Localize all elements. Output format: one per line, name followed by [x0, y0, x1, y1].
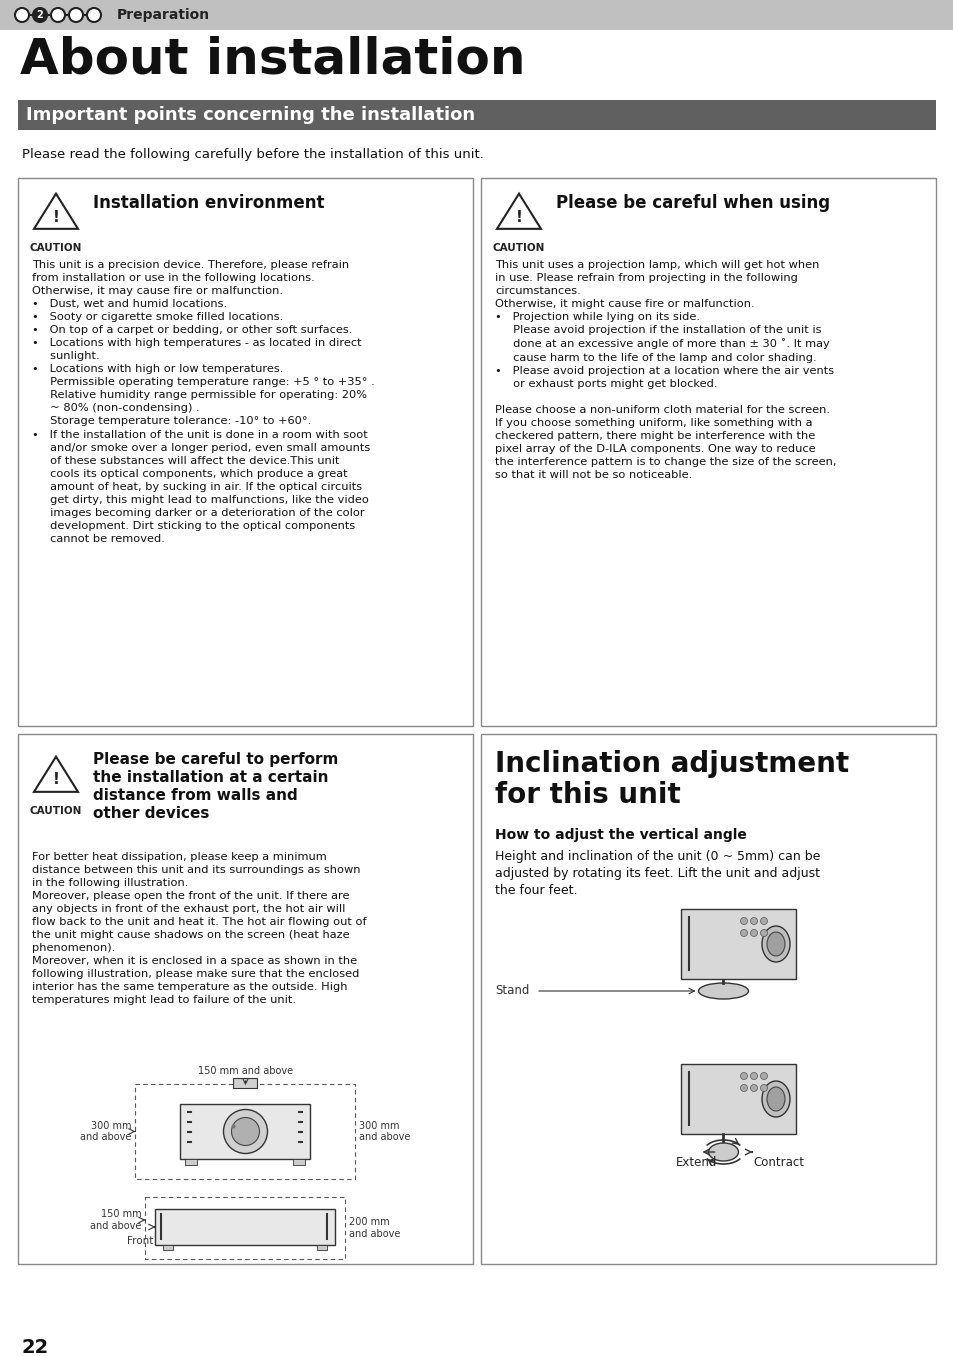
Bar	[680, 1064, 795, 1134]
Circle shape	[15, 8, 29, 22]
Bar	[680, 909, 795, 979]
Text: 200 mm
and above: 200 mm and above	[349, 1218, 400, 1239]
Text: Inclination adjustment
for this unit: Inclination adjustment for this unit	[495, 750, 848, 810]
Circle shape	[740, 1085, 747, 1092]
Ellipse shape	[698, 983, 748, 999]
Bar	[146, 1197, 345, 1258]
Circle shape	[760, 918, 767, 925]
Text: 150 mm
and above: 150 mm and above	[90, 1210, 141, 1231]
Bar	[18, 178, 473, 725]
Text: About installation: About installation	[20, 35, 525, 83]
Text: Height and inclination of the unit (0 ~ 5mm) can be
adjusted by rotating its fee: Height and inclination of the unit (0 ~ …	[495, 850, 820, 898]
Text: 300 mm
and above: 300 mm and above	[80, 1120, 132, 1142]
Circle shape	[750, 1073, 757, 1079]
Polygon shape	[34, 194, 78, 229]
Circle shape	[232, 1117, 259, 1146]
Circle shape	[223, 1109, 267, 1154]
Circle shape	[51, 8, 65, 22]
Text: 300 mm
and above: 300 mm and above	[359, 1120, 411, 1142]
Polygon shape	[34, 757, 78, 792]
Text: 2: 2	[36, 9, 43, 20]
Text: Preparation: Preparation	[117, 8, 210, 22]
Bar	[480, 734, 935, 1264]
Circle shape	[740, 929, 747, 937]
Circle shape	[232, 1124, 235, 1128]
Text: Extend: Extend	[675, 1155, 716, 1169]
Text: Please be careful when using: Please be careful when using	[556, 194, 829, 212]
Bar	[294, 1159, 305, 1165]
Text: How to adjust the vertical angle: How to adjust the vertical angle	[495, 829, 746, 842]
Text: !: !	[52, 209, 59, 225]
Text: CAUTION: CAUTION	[30, 243, 82, 254]
Bar	[0, 0, 953, 30]
Circle shape	[760, 1073, 767, 1079]
Text: For better heat dissipation, please keep a minimum
distance between this unit an: For better heat dissipation, please keep…	[32, 852, 366, 1005]
Bar	[155, 1210, 335, 1245]
Text: !: !	[515, 209, 522, 225]
Circle shape	[750, 929, 757, 937]
Ellipse shape	[708, 1143, 738, 1161]
Circle shape	[760, 1085, 767, 1092]
Text: Contract: Contract	[753, 1155, 803, 1169]
Bar	[317, 1245, 327, 1250]
Bar	[180, 1104, 310, 1159]
Text: This unit is a precision device. Therefore, please refrain
from installation or : This unit is a precision device. Therefo…	[32, 260, 375, 544]
Circle shape	[740, 918, 747, 925]
Bar	[18, 100, 935, 130]
Bar	[233, 1078, 257, 1088]
Text: Front: Front	[127, 1237, 153, 1246]
Text: This unit uses a projection lamp, which will get hot when
in use. Please refrain: This unit uses a projection lamp, which …	[495, 260, 836, 480]
Polygon shape	[497, 194, 540, 229]
Text: 150 mm and above: 150 mm and above	[197, 1066, 293, 1077]
Text: CAUTION: CAUTION	[30, 805, 82, 816]
Circle shape	[760, 929, 767, 937]
Text: Stand: Stand	[495, 984, 529, 998]
Circle shape	[750, 1085, 757, 1092]
Bar	[480, 178, 935, 725]
Text: Please be careful to perform
the installation at a certain
distance from walls a: Please be careful to perform the install…	[92, 753, 338, 820]
Ellipse shape	[761, 926, 789, 961]
Text: 22: 22	[22, 1338, 50, 1356]
Circle shape	[740, 1073, 747, 1079]
Text: Installation environment: Installation environment	[92, 194, 324, 212]
Circle shape	[33, 8, 47, 22]
Text: !: !	[52, 773, 59, 788]
Bar	[163, 1245, 173, 1250]
Ellipse shape	[766, 932, 784, 956]
Circle shape	[750, 918, 757, 925]
Circle shape	[69, 8, 83, 22]
Bar	[185, 1159, 197, 1165]
Bar	[135, 1083, 355, 1178]
Circle shape	[87, 8, 101, 22]
Text: CAUTION: CAUTION	[493, 243, 544, 254]
Ellipse shape	[766, 1088, 784, 1111]
Bar	[18, 734, 473, 1264]
Text: Important points concerning the installation: Important points concerning the installa…	[26, 106, 475, 123]
Ellipse shape	[761, 1081, 789, 1117]
Text: Please read the following carefully before the installation of this unit.: Please read the following carefully befo…	[22, 148, 483, 161]
